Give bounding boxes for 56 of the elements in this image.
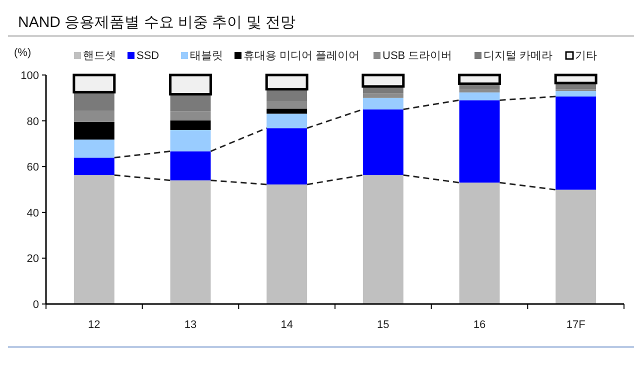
bar <box>169 74 212 96</box>
bar <box>459 182 500 304</box>
chart-title: NAND 응용제품별 수요 비중 추이 및 전망 <box>18 14 296 31</box>
legend-label: 핸드셋 <box>83 50 116 62</box>
y-tick-label: 0 <box>32 299 39 311</box>
y-tick-label: 60 <box>26 162 39 174</box>
legend-label: 기타 <box>575 50 597 62</box>
bar <box>362 74 405 88</box>
bar <box>362 175 404 304</box>
x-tick-label: 13 <box>184 319 197 331</box>
legend-label: USB 드라이버 <box>382 50 452 62</box>
bar <box>362 93 404 98</box>
bar <box>170 130 211 152</box>
bar <box>170 111 211 120</box>
legend-label: 디지털 카메라 <box>484 50 553 62</box>
bar <box>266 184 308 304</box>
bar <box>266 128 308 184</box>
y-tick-label: 20 <box>26 253 39 266</box>
bar <box>266 108 308 114</box>
bar <box>265 74 308 90</box>
bar <box>458 74 501 85</box>
bar <box>556 91 596 97</box>
bar <box>459 88 500 92</box>
bar <box>74 175 114 304</box>
bar <box>170 151 211 180</box>
bar <box>266 114 308 128</box>
bar <box>459 92 500 100</box>
bar <box>556 96 596 190</box>
legend-label: SSD <box>136 50 160 62</box>
y-tick-label: 40 <box>26 207 39 220</box>
bar <box>74 122 114 140</box>
bar <box>266 89 308 102</box>
bar <box>459 100 500 183</box>
bar <box>170 180 211 304</box>
bar <box>74 92 114 110</box>
y-tick-label: 80 <box>26 116 39 128</box>
bar <box>170 94 211 112</box>
y-tick-label: 100 <box>20 70 39 82</box>
y-axis-title: (%) <box>14 47 32 59</box>
x-tick-label: 14 <box>280 319 293 331</box>
bar <box>362 98 404 110</box>
bar <box>74 110 114 122</box>
bar <box>170 120 211 130</box>
x-tick-label: 16 <box>473 319 486 331</box>
bar <box>554 74 598 84</box>
x-tick-label: 12 <box>88 319 100 331</box>
legend-label: 태블릿 <box>190 50 223 62</box>
bar <box>362 109 404 176</box>
bar <box>74 158 114 176</box>
bar <box>72 74 116 94</box>
x-tick-label: 15 <box>377 319 390 331</box>
legend-label: 휴대용 미디어 플레이어 <box>244 50 360 62</box>
bar <box>556 190 596 304</box>
x-tick-label: 17F <box>566 319 586 331</box>
bar <box>266 102 308 109</box>
bar <box>74 140 114 158</box>
